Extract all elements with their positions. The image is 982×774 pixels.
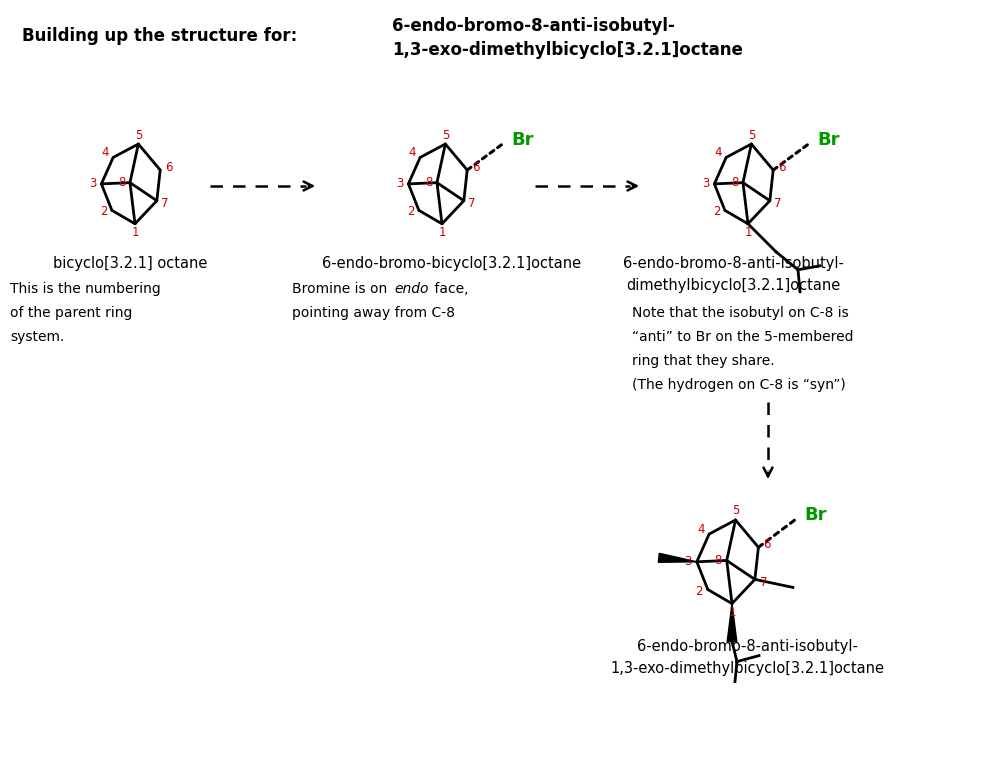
- Text: 4: 4: [715, 146, 722, 159]
- Text: 2: 2: [695, 584, 703, 598]
- Text: 6: 6: [471, 160, 479, 173]
- Text: system.: system.: [10, 330, 65, 344]
- Text: Br: Br: [817, 131, 840, 149]
- Text: 8: 8: [425, 176, 432, 189]
- Text: 2: 2: [713, 206, 720, 218]
- Text: 5: 5: [748, 128, 755, 142]
- Text: 2: 2: [100, 206, 107, 218]
- Text: 8: 8: [731, 176, 738, 189]
- Text: 6: 6: [165, 160, 172, 173]
- Text: Building up the structure for:: Building up the structure for:: [22, 27, 298, 45]
- Text: 1,3-exo-dimethylbicyclo[3.2.1]octane: 1,3-exo-dimethylbicyclo[3.2.1]octane: [610, 661, 884, 676]
- Text: 3: 3: [702, 177, 709, 190]
- Text: 4: 4: [697, 522, 704, 536]
- Text: (The hydrogen on C-8 is “syn”): (The hydrogen on C-8 is “syn”): [632, 378, 846, 392]
- Text: endo: endo: [394, 282, 428, 296]
- Text: 7: 7: [774, 197, 782, 210]
- Text: Br: Br: [512, 131, 533, 149]
- Text: Bromine is on: Bromine is on: [292, 282, 392, 296]
- Text: 1: 1: [744, 226, 752, 238]
- Text: of the parent ring: of the parent ring: [10, 306, 133, 320]
- Text: 1: 1: [132, 226, 138, 238]
- Text: Br: Br: [804, 506, 827, 524]
- Text: 1: 1: [729, 606, 736, 619]
- Text: 5: 5: [733, 505, 739, 517]
- Text: 1,3-exo-dimethylbicyclo[3.2.1]octane: 1,3-exo-dimethylbicyclo[3.2.1]octane: [392, 41, 742, 59]
- Text: bicyclo[3.2.1] octane: bicyclo[3.2.1] octane: [53, 256, 207, 271]
- Text: 3: 3: [396, 177, 403, 190]
- Text: 3: 3: [88, 177, 96, 190]
- Text: pointing away from C-8: pointing away from C-8: [292, 306, 455, 320]
- Text: 5: 5: [442, 128, 450, 142]
- Text: 8: 8: [714, 553, 722, 567]
- Text: 6-endo-bromo-8-anti-isobutyl-: 6-endo-bromo-8-anti-isobutyl-: [392, 17, 675, 35]
- Text: 5: 5: [135, 128, 142, 142]
- Text: ring that they share.: ring that they share.: [632, 354, 775, 368]
- Text: 6: 6: [763, 538, 771, 550]
- Text: 4: 4: [409, 146, 416, 159]
- Text: 8: 8: [118, 176, 125, 189]
- Text: This is the numbering: This is the numbering: [10, 282, 161, 296]
- Text: 2: 2: [407, 206, 414, 218]
- Text: 6-endo-bromo-8-anti-isobutyl-: 6-endo-bromo-8-anti-isobutyl-: [623, 256, 844, 271]
- Text: dimethylbicyclo[3.2.1]octane: dimethylbicyclo[3.2.1]octane: [626, 278, 841, 293]
- Text: face,: face,: [430, 282, 468, 296]
- Text: 6-endo-bromo-bicyclo[3.2.1]octane: 6-endo-bromo-bicyclo[3.2.1]octane: [322, 256, 581, 271]
- Text: 7: 7: [468, 197, 476, 210]
- Text: 4: 4: [101, 146, 109, 159]
- Text: 7: 7: [760, 576, 767, 589]
- Text: Note that the isobutyl on C-8 is: Note that the isobutyl on C-8 is: [632, 306, 848, 320]
- Polygon shape: [728, 604, 736, 642]
- Polygon shape: [658, 553, 697, 562]
- Text: 3: 3: [683, 555, 691, 568]
- Text: 6-endo-bromo-8-anti-isobutyl-: 6-endo-bromo-8-anti-isobutyl-: [636, 639, 857, 654]
- Text: “anti” to Br on the 5-membered: “anti” to Br on the 5-membered: [632, 330, 853, 344]
- Text: 7: 7: [161, 197, 169, 210]
- Text: 6: 6: [778, 160, 786, 173]
- Text: 1: 1: [438, 226, 446, 238]
